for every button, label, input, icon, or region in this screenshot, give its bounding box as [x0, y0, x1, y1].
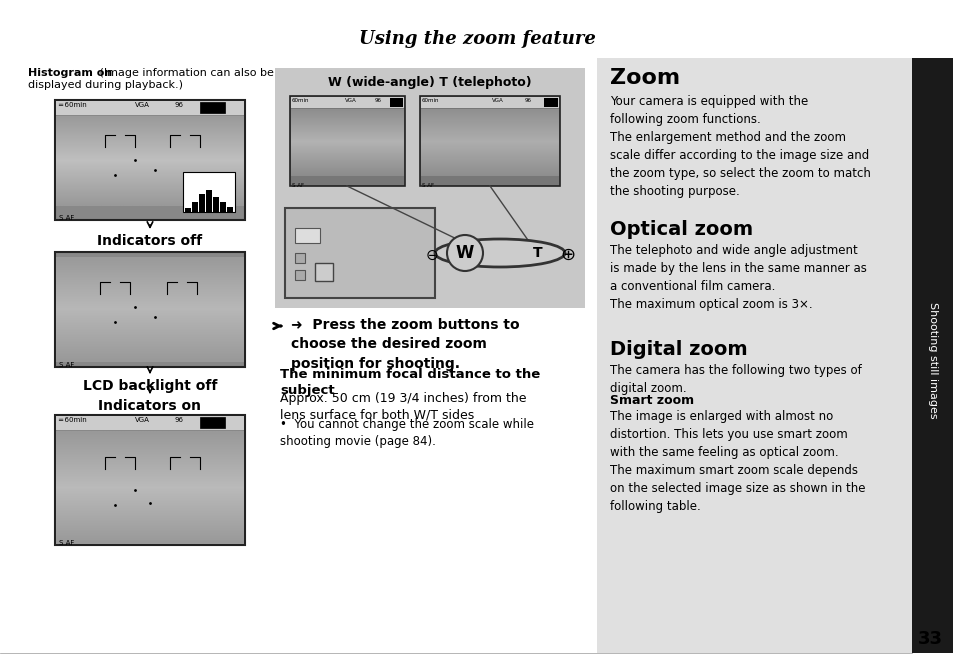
- Bar: [220, 202, 226, 212]
- Bar: [200, 102, 225, 113]
- Text: Smart zoom: Smart zoom: [609, 394, 694, 407]
- Text: T: T: [533, 246, 542, 260]
- Bar: [294, 270, 305, 280]
- Text: 60min: 60min: [421, 98, 439, 103]
- Bar: [294, 228, 319, 243]
- Text: VGA: VGA: [135, 102, 150, 108]
- Bar: [419, 96, 559, 186]
- Text: (Image information can also be: (Image information can also be: [96, 68, 274, 78]
- Text: ➜  Press the zoom buttons to
choose the desired zoom
position for shooting.: ➜ Press the zoom buttons to choose the d…: [291, 318, 519, 371]
- Text: VGA: VGA: [492, 98, 503, 103]
- Bar: [314, 263, 333, 281]
- Text: ═ 60min: ═ 60min: [58, 417, 87, 423]
- Text: S AF: S AF: [59, 362, 74, 368]
- Text: Optical zoom: Optical zoom: [609, 220, 752, 239]
- Text: The minimum focal distance to the
subject: The minimum focal distance to the subjec…: [280, 368, 539, 397]
- Text: S AF: S AF: [59, 540, 74, 546]
- Text: Digital zoom: Digital zoom: [609, 340, 747, 359]
- Text: ⊖: ⊖: [425, 248, 438, 262]
- Text: LCD backlight off: LCD backlight off: [83, 379, 217, 393]
- Text: The image is enlarged with almost no
distortion. This lets you use smart zoom
wi: The image is enlarged with almost no dis…: [609, 410, 864, 513]
- Text: The camera has the following two types of
digital zoom.: The camera has the following two types o…: [609, 364, 861, 395]
- Text: 96: 96: [375, 98, 381, 103]
- Text: Histogram on: Histogram on: [28, 68, 112, 78]
- Text: Approx. 50 cm (19 3/4 inches) from the
lens surface for both W/T sides: Approx. 50 cm (19 3/4 inches) from the l…: [280, 392, 526, 422]
- Text: VGA: VGA: [135, 417, 150, 423]
- Text: W (wide-angle) T (telephoto): W (wide-angle) T (telephoto): [328, 76, 531, 89]
- Text: S AF: S AF: [59, 215, 74, 221]
- Bar: [420, 97, 558, 108]
- Bar: [597, 58, 911, 653]
- Bar: [185, 208, 191, 212]
- Bar: [55, 100, 245, 220]
- Text: 33: 33: [917, 630, 942, 648]
- Text: 96: 96: [174, 102, 184, 108]
- Ellipse shape: [435, 239, 564, 267]
- Bar: [390, 98, 402, 107]
- Text: 96: 96: [174, 417, 184, 423]
- Text: The telephoto and wide angle adjustment
is made by the lens in the same manner a: The telephoto and wide angle adjustment …: [609, 244, 866, 311]
- Bar: [227, 207, 233, 212]
- Text: 60min: 60min: [292, 98, 309, 103]
- Text: VGA: VGA: [345, 98, 356, 103]
- Bar: [199, 194, 205, 212]
- Text: W: W: [456, 244, 474, 262]
- Bar: [206, 190, 212, 212]
- Bar: [285, 208, 435, 298]
- Bar: [55, 415, 245, 545]
- Text: Your camera is equipped with the
following zoom functions.
The enlargement metho: Your camera is equipped with the followi…: [609, 95, 870, 198]
- Bar: [192, 202, 198, 212]
- Text: Zoom: Zoom: [609, 68, 679, 88]
- Text: displayed during playback.): displayed during playback.): [28, 80, 183, 90]
- Bar: [183, 172, 234, 212]
- Bar: [200, 417, 225, 428]
- Text: S AF: S AF: [421, 183, 434, 188]
- Text: ═ 60min: ═ 60min: [58, 102, 87, 108]
- Bar: [290, 96, 405, 186]
- Bar: [55, 252, 245, 367]
- Bar: [543, 98, 558, 107]
- Text: •  You cannot change the zoom scale while
shooting movie (page 84).: • You cannot change the zoom scale while…: [280, 418, 534, 448]
- Bar: [291, 97, 403, 108]
- Text: ⊕: ⊕: [559, 246, 575, 264]
- Bar: [911, 58, 953, 653]
- Bar: [274, 68, 584, 308]
- Bar: [213, 197, 219, 212]
- Text: Shooting still images: Shooting still images: [927, 302, 937, 418]
- Text: Using the zoom feature: Using the zoom feature: [358, 30, 595, 48]
- Bar: [294, 253, 305, 263]
- Text: S AF: S AF: [292, 183, 304, 188]
- Text: 96: 96: [524, 98, 532, 103]
- Bar: [56, 416, 244, 430]
- Text: Indicators off: Indicators off: [97, 234, 202, 248]
- Text: Indicators on: Indicators on: [98, 399, 201, 413]
- Bar: [56, 101, 244, 115]
- Circle shape: [447, 235, 482, 271]
